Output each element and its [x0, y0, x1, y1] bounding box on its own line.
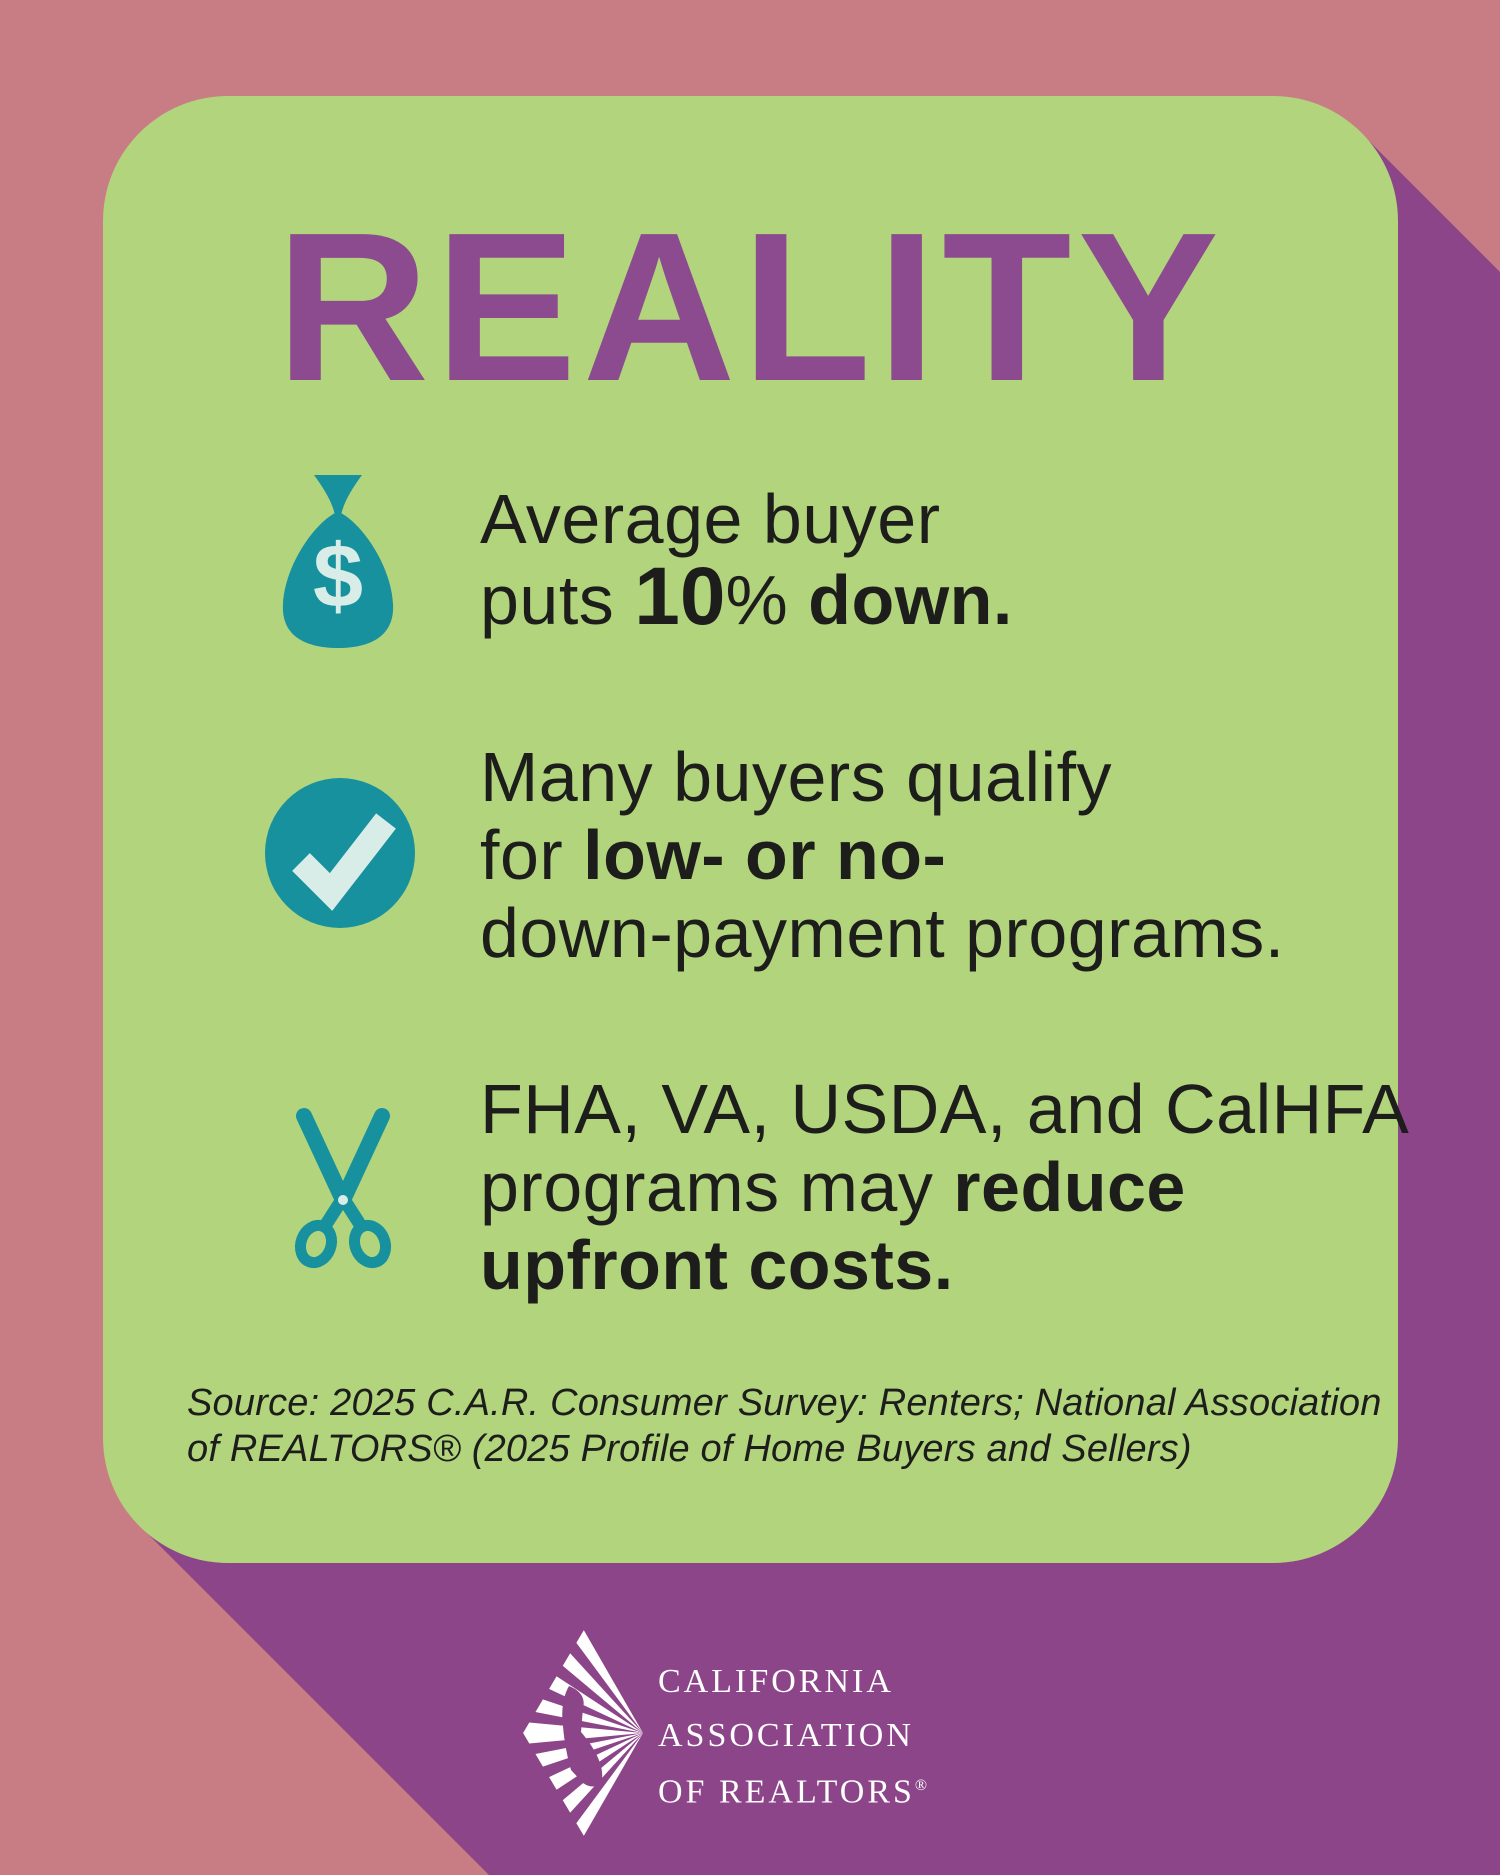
dollar-glyph: $: [313, 527, 363, 627]
car-diamond-logo-icon: [523, 1630, 643, 1836]
bullet-3-line-2: programs may reduce: [480, 1148, 1186, 1226]
bullet-1-line-1: Average buyer: [480, 480, 941, 558]
bullet-2-text: Many buyers qualify for low- or no- down…: [480, 738, 1285, 972]
source-line-1: Source: 2025 C.A.R. Consumer Survey: Ren…: [187, 1382, 1382, 1424]
source-note: Source: 2025 C.A.R. Consumer Survey: Ren…: [187, 1380, 1382, 1472]
bullet-2-line-2: for low- or no-: [480, 816, 947, 894]
registered-mark: ®: [914, 1777, 928, 1794]
check-icon: [265, 778, 415, 928]
bullet-3-text: FHA, VA, USDA, and CalHFA programs may r…: [480, 1070, 1409, 1304]
money-bag-icon: $: [282, 475, 394, 648]
scissors-icon: [294, 1108, 392, 1269]
bullet-3-line-3: upfront costs.: [480, 1226, 954, 1304]
bullet-1-text: Average buyer puts 10% down.: [480, 480, 1013, 639]
logo-text-line-2: ASSOCIATION: [658, 1717, 914, 1754]
logo-text-line-3: OF REALTORS®: [658, 1773, 928, 1811]
logo-text-line-1: CALIFORNIA: [658, 1663, 894, 1700]
page-title: REALITY: [276, 188, 1225, 425]
source-line-2: of REALTORS® (2025 Profile of Home Buyer…: [187, 1428, 1192, 1470]
bullet-2-line-1: Many buyers qualify: [480, 738, 1113, 816]
bullet-1-line-2: puts 10% down.: [480, 551, 1013, 642]
bullet-2-line-3: down-payment programs.: [480, 894, 1285, 972]
bullet-3-line-1: FHA, VA, USDA, and CalHFA: [480, 1070, 1410, 1148]
